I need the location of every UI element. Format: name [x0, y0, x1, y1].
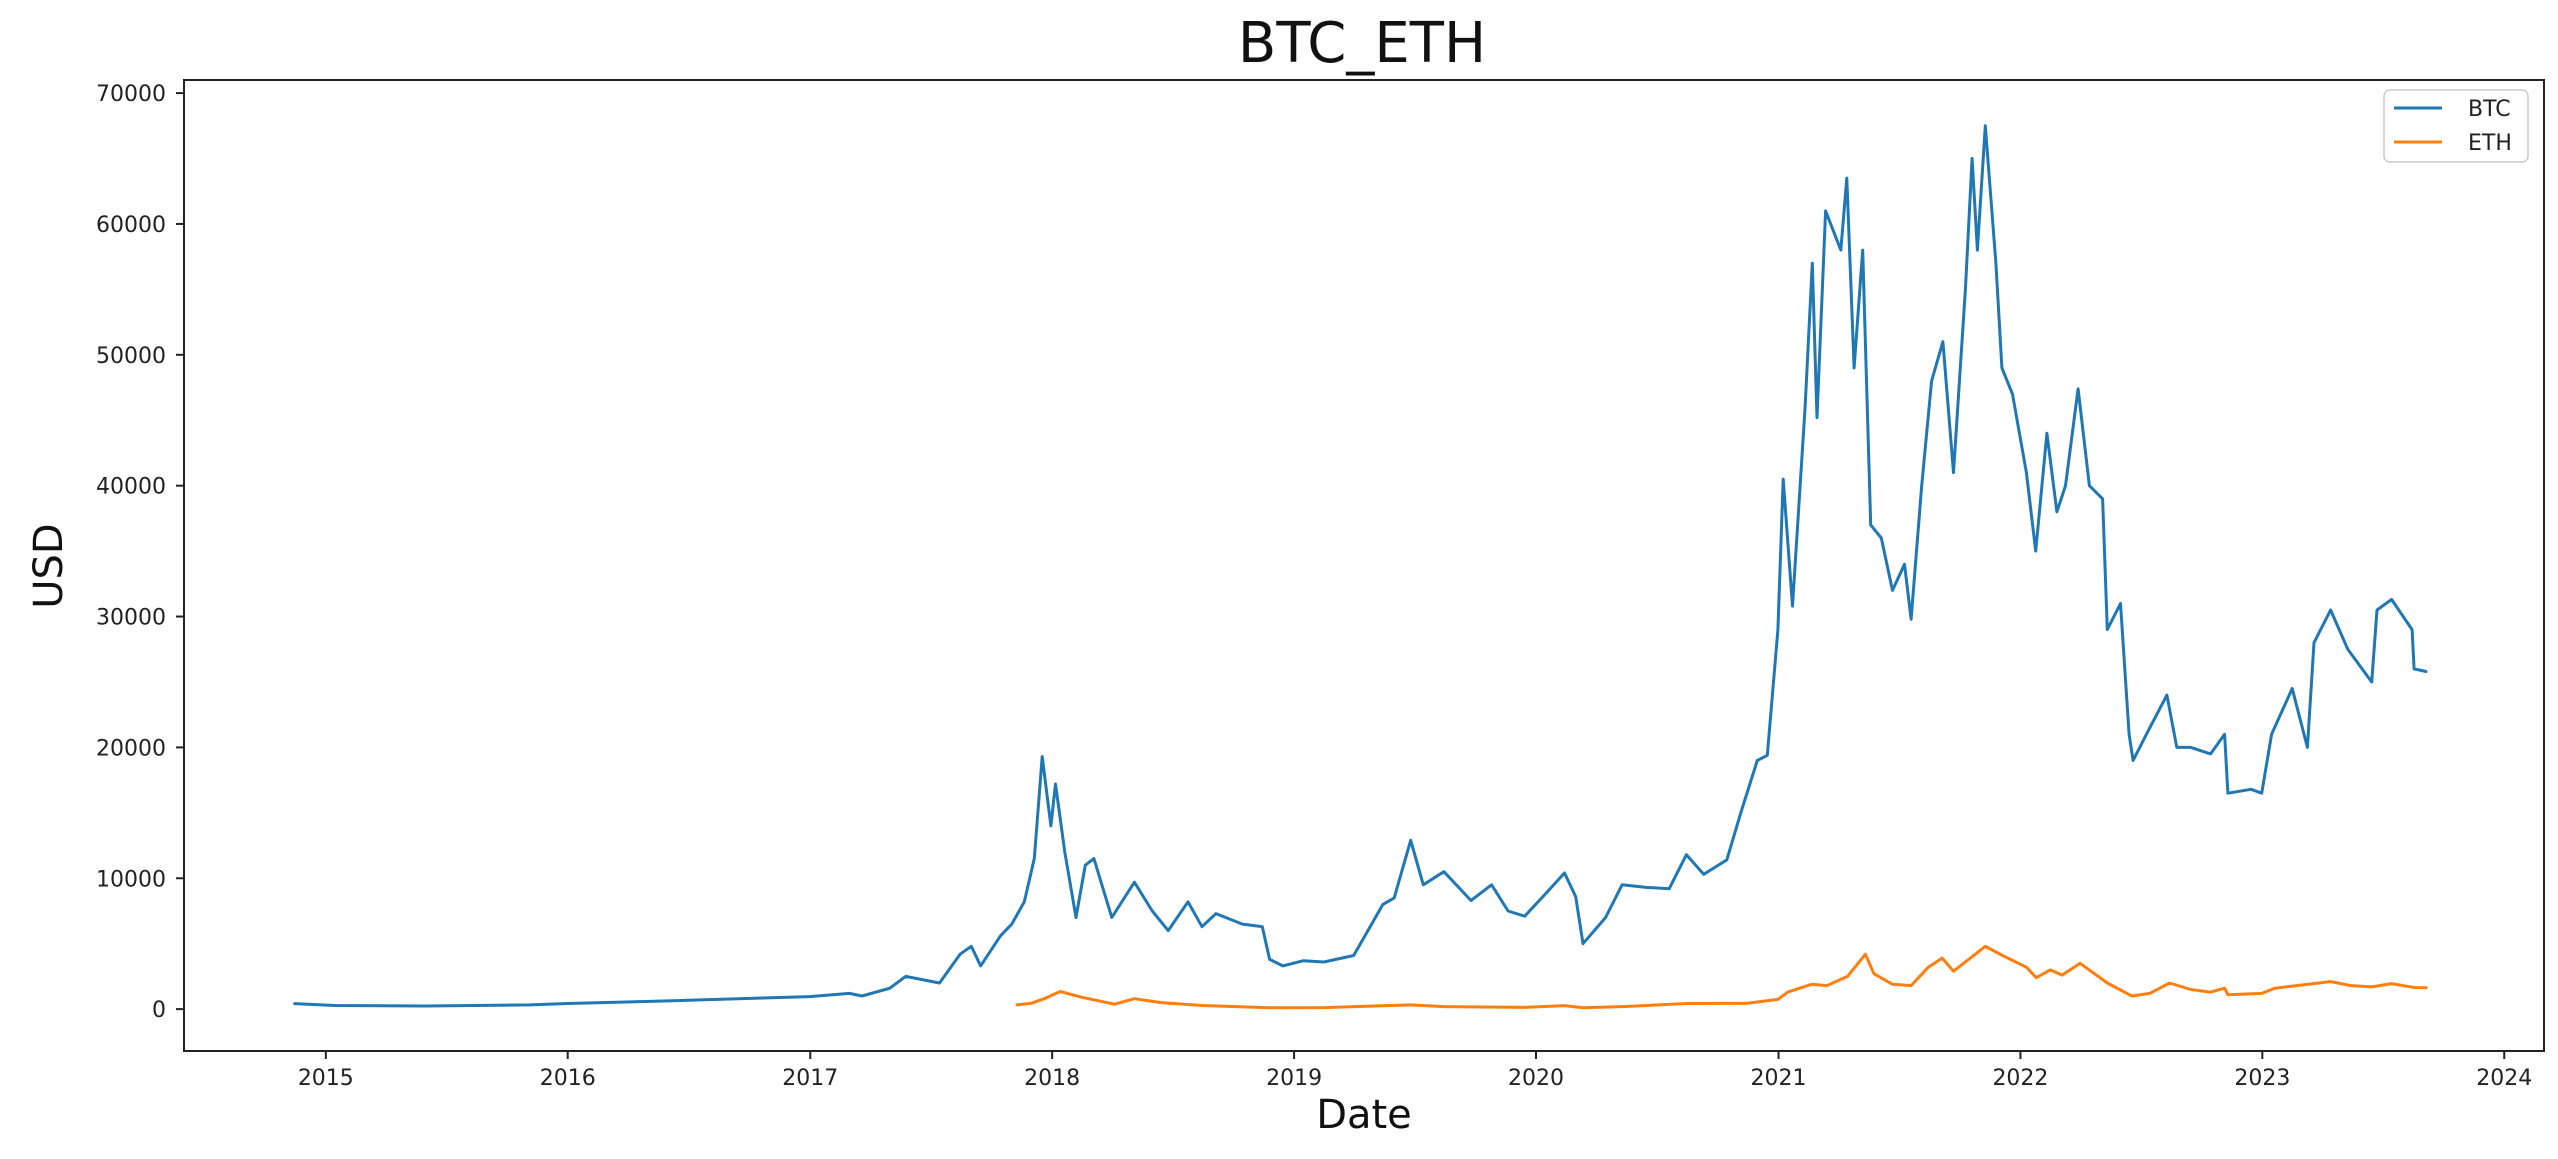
x-tick-label: 2021 [1751, 1066, 1807, 1091]
x-axis-ticks: 2015 2016 2017 2018 2019 2020 2021 2022 2023 2024 [298, 1051, 2532, 1091]
y-tick-label: 40000 [96, 475, 166, 500]
y-axis-label: USD [26, 523, 72, 608]
legend-label-eth: ETH [2468, 131, 2512, 156]
x-axis-label: Date [1316, 1092, 1412, 1138]
x-tick-label: 2015 [298, 1066, 354, 1091]
x-tick-label: 2017 [782, 1066, 838, 1091]
series-line-btc [293, 124, 2428, 1008]
x-tick-label: 2024 [2476, 1066, 2532, 1091]
x-tick-label: 2023 [2234, 1066, 2290, 1091]
chart-title: BTC_ETH [1238, 11, 1486, 76]
legend: BTC ETH [2383, 89, 2529, 163]
series-line-eth [1015, 944, 2428, 1010]
legend-label-btc: BTC [2468, 97, 2511, 122]
x-tick-label: 2020 [1508, 1066, 1564, 1091]
y-tick-label: 0 [152, 998, 166, 1023]
x-tick-label: 2016 [540, 1066, 596, 1091]
y-tick-label: 30000 [96, 606, 166, 631]
y-tick-label: 60000 [96, 213, 166, 238]
x-tick-label: 2022 [1992, 1066, 2048, 1091]
y-tick-label: 70000 [96, 82, 166, 107]
series-layer [293, 124, 2428, 1010]
y-tick-label: 50000 [96, 344, 166, 369]
y-tick-label: 20000 [96, 736, 166, 761]
plot-area-frame [183, 79, 2545, 1052]
x-tick-label: 2018 [1024, 1066, 1080, 1091]
y-tick-label: 10000 [96, 867, 166, 892]
y-axis-ticks: 0 10000 20000 30000 40000 50000 60000 70000 [96, 82, 184, 1023]
x-tick-label: 2019 [1266, 1066, 1322, 1091]
